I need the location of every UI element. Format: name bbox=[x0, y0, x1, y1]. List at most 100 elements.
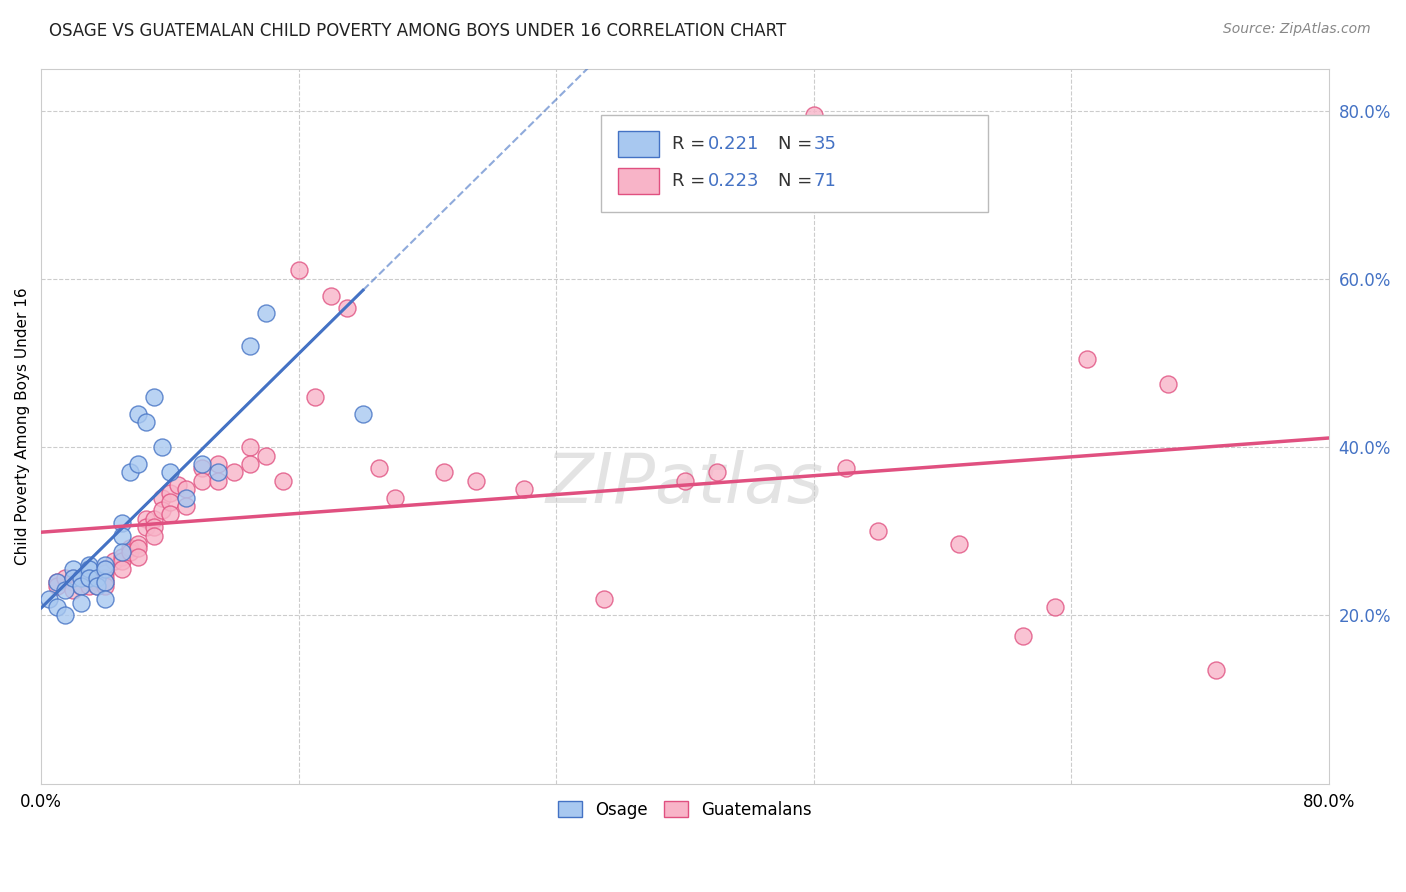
Point bbox=[46, 600, 69, 615]
Point bbox=[464, 474, 486, 488]
Point bbox=[239, 440, 262, 454]
Point bbox=[135, 520, 157, 534]
Point bbox=[432, 466, 454, 480]
Y-axis label: Child Poverty Among Boys Under 16: Child Poverty Among Boys Under 16 bbox=[15, 287, 30, 565]
FancyBboxPatch shape bbox=[602, 115, 987, 211]
Point bbox=[46, 574, 69, 589]
Text: R =: R = bbox=[672, 172, 711, 190]
Point bbox=[38, 591, 60, 606]
Point bbox=[159, 486, 181, 500]
Point bbox=[70, 596, 93, 610]
Point bbox=[1076, 351, 1098, 366]
Point bbox=[94, 562, 117, 576]
Text: 35: 35 bbox=[814, 136, 837, 153]
Point bbox=[62, 562, 84, 576]
Point bbox=[224, 466, 246, 480]
Text: 0.221: 0.221 bbox=[709, 136, 759, 153]
Point bbox=[79, 571, 101, 585]
Point bbox=[207, 474, 229, 488]
Point bbox=[368, 461, 391, 475]
Point bbox=[110, 545, 132, 559]
Point bbox=[70, 571, 93, 585]
Point bbox=[150, 491, 173, 505]
Point bbox=[118, 541, 141, 556]
Point bbox=[127, 541, 149, 556]
Legend: Osage, Guatemalans: Osage, Guatemalans bbox=[551, 794, 818, 825]
Point bbox=[53, 583, 76, 598]
Point bbox=[53, 608, 76, 623]
Point bbox=[1012, 630, 1035, 644]
Point bbox=[1157, 377, 1180, 392]
FancyBboxPatch shape bbox=[619, 168, 659, 194]
Point bbox=[384, 491, 406, 505]
Point bbox=[127, 407, 149, 421]
Point bbox=[142, 520, 165, 534]
Point bbox=[70, 579, 93, 593]
Point bbox=[86, 574, 108, 589]
Point bbox=[513, 482, 536, 496]
Point bbox=[127, 537, 149, 551]
Point bbox=[103, 554, 125, 568]
Point bbox=[62, 571, 84, 585]
Point bbox=[673, 474, 696, 488]
Point bbox=[94, 562, 117, 576]
Point bbox=[352, 407, 374, 421]
Text: N =: N = bbox=[778, 136, 818, 153]
Point bbox=[94, 558, 117, 572]
Point bbox=[142, 390, 165, 404]
Point bbox=[239, 457, 262, 471]
Text: 71: 71 bbox=[814, 172, 837, 190]
Point bbox=[835, 461, 858, 475]
Text: Source: ZipAtlas.com: Source: ZipAtlas.com bbox=[1223, 22, 1371, 37]
Point bbox=[868, 524, 890, 539]
Text: ZIPatlas: ZIPatlas bbox=[546, 450, 824, 516]
Point bbox=[135, 415, 157, 429]
Point bbox=[70, 579, 93, 593]
Point bbox=[62, 583, 84, 598]
Point bbox=[62, 571, 84, 585]
Point bbox=[174, 491, 197, 505]
Point bbox=[79, 562, 101, 576]
Point bbox=[86, 571, 108, 585]
Point bbox=[86, 571, 108, 585]
Point bbox=[142, 528, 165, 542]
Point bbox=[287, 263, 309, 277]
Point bbox=[110, 549, 132, 564]
Point bbox=[127, 549, 149, 564]
Point bbox=[94, 579, 117, 593]
Point bbox=[86, 579, 108, 593]
FancyBboxPatch shape bbox=[619, 131, 659, 157]
Point bbox=[62, 574, 84, 589]
Point bbox=[336, 301, 359, 316]
Point bbox=[79, 579, 101, 593]
Point bbox=[319, 289, 342, 303]
Point bbox=[207, 457, 229, 471]
Point bbox=[803, 108, 825, 122]
Text: R =: R = bbox=[672, 136, 711, 153]
Point bbox=[1205, 663, 1227, 677]
Point bbox=[256, 449, 278, 463]
Point bbox=[948, 537, 970, 551]
Point bbox=[94, 574, 117, 589]
Point bbox=[46, 574, 69, 589]
Point bbox=[256, 305, 278, 319]
Point bbox=[191, 461, 214, 475]
Point bbox=[79, 574, 101, 589]
Point bbox=[127, 457, 149, 471]
Point bbox=[167, 478, 190, 492]
Point bbox=[110, 562, 132, 576]
Point bbox=[191, 474, 214, 488]
Point bbox=[304, 390, 326, 404]
Point bbox=[94, 571, 117, 585]
Point bbox=[150, 503, 173, 517]
Point bbox=[118, 466, 141, 480]
Point bbox=[53, 571, 76, 585]
Point bbox=[142, 511, 165, 525]
Point bbox=[159, 495, 181, 509]
Text: N =: N = bbox=[778, 172, 818, 190]
Point bbox=[94, 591, 117, 606]
Point bbox=[110, 516, 132, 530]
Point bbox=[110, 528, 132, 542]
Point bbox=[207, 466, 229, 480]
Point bbox=[150, 440, 173, 454]
